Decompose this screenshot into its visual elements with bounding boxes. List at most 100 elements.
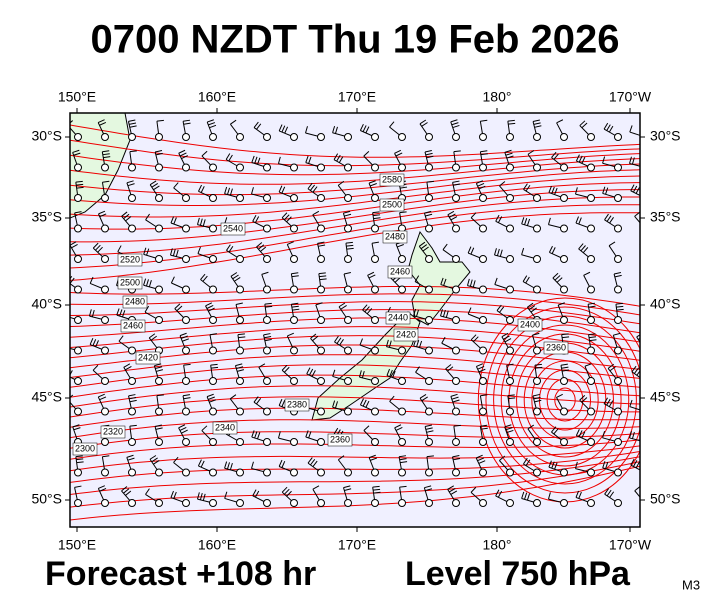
station [371,163,379,172]
station [209,377,217,385]
barb [98,393,105,398]
station [533,407,541,416]
barb [499,306,505,313]
station [506,224,514,233]
station [371,285,379,294]
left-tick-label: 40°S [31,296,62,312]
barb [74,211,82,214]
contour-label-box [220,222,246,236]
right-tick-label: 30°S [650,128,681,144]
barb [148,333,156,339]
station [587,468,595,477]
barb [501,332,509,338]
barb [632,185,638,193]
barb [336,337,342,344]
barb [291,275,299,278]
contour-line [70,364,640,388]
barb [453,150,461,153]
station [506,499,514,507]
barb [315,302,323,306]
station [317,346,325,355]
barb [153,460,160,465]
station [290,133,298,141]
barb [362,125,367,132]
barb [99,487,107,492]
station [452,163,460,172]
station [290,438,298,446]
barb [526,493,531,501]
barb [172,248,176,256]
barb [495,489,500,497]
station [642,500,649,507]
barb [151,457,158,463]
barb [339,339,344,346]
barb [200,460,205,468]
station [398,468,406,477]
station [236,255,244,263]
barb [144,305,150,313]
station [209,316,217,324]
barb [469,279,473,287]
station [425,377,433,385]
barb [548,492,551,500]
barb [230,272,238,277]
bottom-tick-label: 150°E [58,537,96,553]
barb [150,335,157,341]
contour-label-box [393,328,419,342]
contour-line [70,439,640,460]
barb [616,305,624,308]
barb [413,308,417,316]
barb [178,149,186,154]
station [128,194,136,202]
barb [181,429,188,434]
station [560,285,568,294]
barb [229,188,233,196]
barb [448,487,456,493]
barb [373,214,381,217]
barb [64,368,67,374]
barb [170,276,175,284]
station [317,316,325,324]
barb [548,185,552,193]
station [506,346,514,355]
barb [578,491,582,499]
barb [183,397,191,400]
barb [578,430,583,437]
station [209,499,217,507]
station [290,377,298,385]
contour-label: 2500 [120,277,140,287]
barb [149,180,157,186]
barb [452,455,460,458]
station [560,316,568,324]
station [371,224,379,233]
station [587,407,595,416]
barb [333,153,339,160]
station [263,224,271,233]
station [128,407,136,416]
barb [128,394,136,397]
station [344,224,352,233]
station [290,194,298,202]
barb [173,491,177,499]
barb [98,485,105,489]
barb [477,182,485,187]
station [344,194,352,202]
barb [369,183,377,187]
barb [263,333,271,336]
barb [441,336,446,344]
barb [525,459,531,466]
station [560,163,568,172]
barb [332,125,336,133]
barb [476,180,483,184]
barb [145,488,150,495]
station [290,285,298,294]
barb [125,365,132,371]
barb [178,424,186,429]
station [263,194,271,202]
barb [319,275,327,278]
barb [224,461,228,469]
contour-line [70,374,640,398]
barb [286,216,292,223]
station [236,407,244,416]
station [74,499,82,507]
